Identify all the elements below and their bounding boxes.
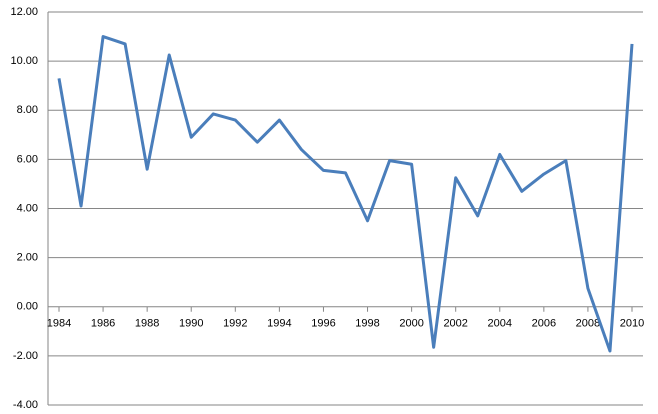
x-tick-label: 2006 bbox=[532, 318, 556, 330]
x-tick-label: 1990 bbox=[179, 318, 203, 330]
x-tick-label: 2002 bbox=[443, 318, 467, 330]
y-tick-label: 0.00 bbox=[17, 301, 38, 313]
y-tick-label: 12.00 bbox=[10, 6, 38, 18]
x-tick-label: 1988 bbox=[135, 318, 159, 330]
x-tick-label: 2000 bbox=[399, 318, 423, 330]
x-tick-label: 1996 bbox=[311, 318, 335, 330]
y-tick-label: -4.00 bbox=[13, 399, 38, 411]
x-tick-label: 1992 bbox=[223, 318, 247, 330]
x-tick-label: 2010 bbox=[620, 318, 644, 330]
y-tick-label: -2.00 bbox=[13, 350, 38, 362]
x-tick-label: 1984 bbox=[47, 318, 71, 330]
y-tick-label: 4.00 bbox=[17, 202, 38, 214]
x-tick-label: 1994 bbox=[267, 318, 291, 330]
x-tick-label: 2008 bbox=[576, 318, 600, 330]
x-tick-label: 1998 bbox=[355, 318, 379, 330]
x-tick-label: 2004 bbox=[488, 318, 512, 330]
series-line bbox=[57, 35, 634, 353]
y-tick-label: 8.00 bbox=[17, 104, 38, 116]
y-tick-label: 10.00 bbox=[10, 55, 38, 67]
y-tick-label: 2.00 bbox=[17, 252, 38, 264]
x-tick-label: 1986 bbox=[91, 318, 115, 330]
y-tick-label: 6.00 bbox=[17, 153, 38, 165]
